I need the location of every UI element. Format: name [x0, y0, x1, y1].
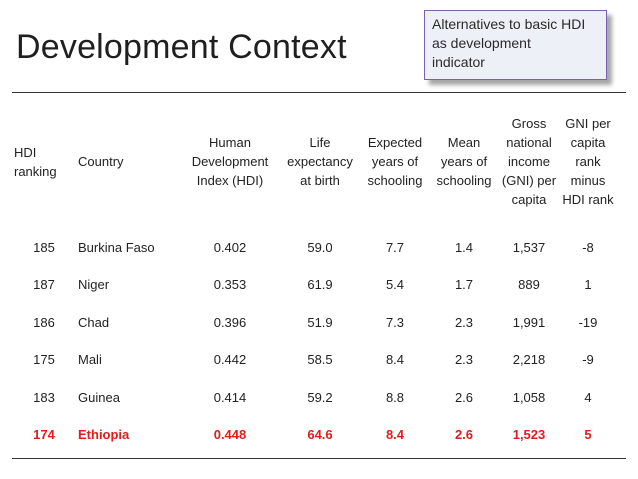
table-row: 183 Guinea 0.414 59.2 8.8 2.6 1,058 4 — [0, 388, 638, 408]
cell-expected: 5.4 — [385, 277, 405, 292]
cell-country: Ethiopia — [78, 427, 130, 442]
cell-gni-rank: -19 — [578, 315, 598, 330]
header-line: rank — [575, 154, 601, 169]
cell-rank: 175 — [33, 352, 55, 367]
table-row: 186 Chad 0.396 51.9 7.3 2.3 1,991 -19 — [0, 313, 638, 333]
header-line: HDI — [14, 145, 37, 160]
cell-expected: 7.7 — [385, 240, 405, 255]
header-line: Human — [209, 135, 251, 150]
header-line: Gross — [511, 116, 547, 131]
page-title: Development Context — [16, 28, 347, 66]
cell-gni: 1,537 — [512, 240, 546, 255]
header-line: GNI per — [565, 116, 611, 131]
cell-life: 51.9 — [307, 315, 333, 330]
cell-country: Niger — [78, 277, 110, 292]
header-line: years of — [440, 154, 488, 169]
table-row: 185 Burkina Faso 0.402 59.0 7.7 1.4 1,53… — [0, 238, 638, 258]
cell-life: 64.6 — [307, 427, 333, 442]
cell-gni: 1,991 — [512, 315, 546, 330]
cell-country: Guinea — [78, 390, 120, 405]
cell-life: 59.2 — [307, 390, 333, 405]
header-country: Country — [78, 152, 124, 171]
header-mean-schooling: Mean years of schooling — [429, 133, 499, 190]
header-gni: Gross national income (GNI) per capita — [492, 114, 566, 209]
header-gni-rank-minus-hdi: GNI per capita rank minus HDI rank — [556, 114, 620, 209]
header-line: Index (HDI) — [196, 173, 264, 188]
cell-gni: 889 — [518, 277, 540, 292]
cell-expected: 8.8 — [385, 390, 405, 405]
cell-hdi: 0.448 — [213, 427, 247, 442]
cell-country: Mali — [78, 352, 102, 367]
callout-line: Alternatives to basic HDI — [432, 16, 586, 32]
callout-line: indicator — [432, 54, 485, 70]
cell-gni-rank: 4 — [584, 390, 592, 405]
cell-country: Chad — [78, 315, 110, 330]
cell-mean: 1.4 — [454, 240, 474, 255]
cell-mean: 2.3 — [454, 315, 474, 330]
header-hdi-ranking: HDI ranking — [14, 143, 57, 181]
cell-gni-rank: -9 — [582, 352, 594, 367]
header-line: schooling — [367, 173, 423, 188]
cell-hdi: 0.442 — [213, 352, 247, 367]
cell-hdi: 0.353 — [213, 277, 247, 292]
cell-life: 59.0 — [307, 240, 333, 255]
cell-expected: 8.4 — [385, 427, 405, 442]
callout-line: as development — [432, 35, 531, 51]
header-line: national — [506, 135, 552, 150]
header-line: Life — [309, 135, 331, 150]
header-line: schooling — [436, 173, 492, 188]
cell-mean: 2.6 — [454, 427, 474, 442]
cell-hdi: 0.396 — [213, 315, 247, 330]
cell-rank: 186 — [33, 315, 55, 330]
cell-country: Burkina Faso — [78, 240, 155, 255]
header-line: (GNI) per — [501, 173, 557, 188]
callout-box: Alternatives to basic HDI as development… — [424, 10, 607, 80]
cell-hdi: 0.414 — [213, 390, 247, 405]
header-expected-schooling: Expected years of schooling — [360, 133, 430, 190]
table-row: 187 Niger 0.353 61.9 5.4 1.7 889 1 — [0, 275, 638, 295]
header-hdi: Human Development Index (HDI) — [178, 133, 282, 190]
header-line: ranking — [14, 164, 57, 179]
cell-hdi: 0.402 — [213, 240, 247, 255]
header-line: HDI rank — [562, 192, 614, 207]
cell-rank: 183 — [33, 390, 55, 405]
cell-mean: 2.6 — [454, 390, 474, 405]
cell-rank: 174 — [33, 427, 55, 442]
cell-life: 58.5 — [307, 352, 333, 367]
cell-expected: 7.3 — [385, 315, 405, 330]
cell-expected: 8.4 — [385, 352, 405, 367]
header-line: capita — [570, 135, 606, 150]
header-line: income — [508, 154, 550, 169]
table-row: 175 Mali 0.442 58.5 8.4 2.3 2,218 -9 — [0, 350, 638, 370]
bottom-rule — [12, 458, 626, 459]
header-line: Expected — [367, 135, 423, 150]
table-row-highlighted: 174 Ethiopia 0.448 64.6 8.4 2.6 1,523 5 — [0, 425, 638, 445]
header-line: minus — [570, 173, 606, 188]
cell-gni: 2,218 — [512, 352, 546, 367]
header-line: capita — [511, 192, 547, 207]
header-line: Development — [191, 154, 269, 169]
header-line: Mean — [447, 135, 481, 150]
header-line: expectancy — [287, 154, 353, 169]
cell-gni: 1,058 — [512, 390, 546, 405]
header-line: at birth — [300, 173, 340, 188]
cell-rank: 185 — [33, 240, 55, 255]
header-life-expectancy: Life expectancy at birth — [280, 133, 360, 190]
cell-life: 61.9 — [307, 277, 333, 292]
cell-gni-rank: -8 — [582, 240, 594, 255]
cell-gni: 1,523 — [512, 427, 546, 442]
header-line: Country — [78, 154, 124, 169]
top-rule — [12, 92, 626, 93]
cell-rank: 187 — [33, 277, 55, 292]
cell-mean: 1.7 — [454, 277, 474, 292]
cell-mean: 2.3 — [454, 352, 474, 367]
cell-gni-rank: 5 — [584, 427, 592, 442]
cell-gni-rank: 1 — [584, 277, 592, 292]
header-line: years of — [371, 154, 419, 169]
